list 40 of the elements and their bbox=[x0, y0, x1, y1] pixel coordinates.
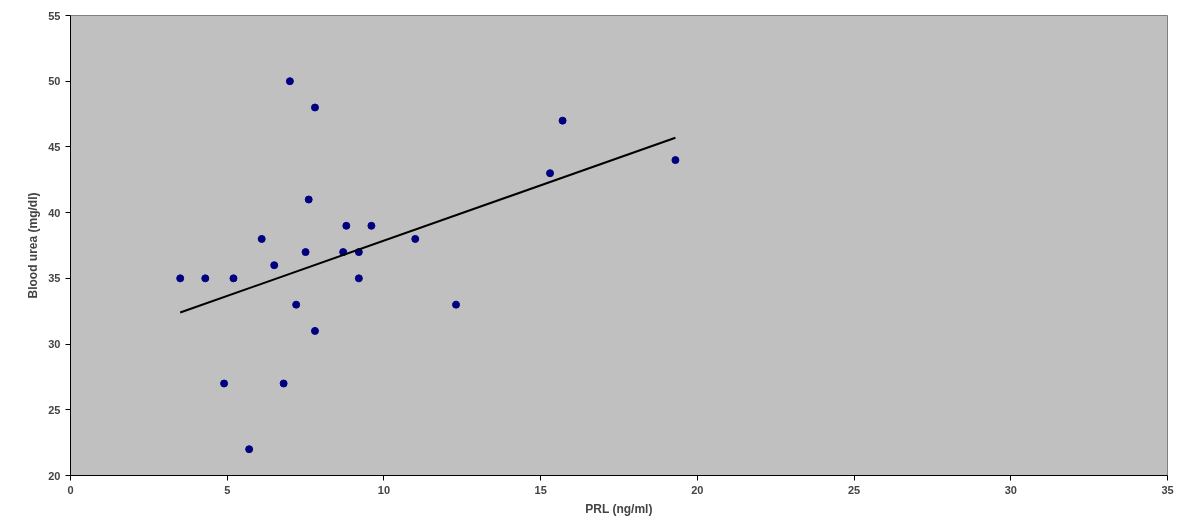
point bbox=[257, 234, 266, 243]
point bbox=[411, 234, 420, 243]
point bbox=[558, 116, 567, 125]
y-tick-label: 40 bbox=[48, 206, 61, 219]
point bbox=[270, 261, 279, 270]
y-tick-label: 20 bbox=[48, 469, 61, 482]
point bbox=[229, 274, 238, 283]
x-axis-title: PRL (ng/ml) bbox=[585, 501, 653, 516]
x-tick-label: 35 bbox=[1161, 483, 1174, 496]
point bbox=[367, 221, 376, 230]
point bbox=[546, 169, 555, 178]
point bbox=[671, 156, 680, 165]
point bbox=[301, 248, 310, 257]
point bbox=[176, 274, 185, 283]
y-tick-label: 50 bbox=[48, 75, 61, 88]
y-tick-label: 25 bbox=[48, 403, 61, 416]
x-tick-label: 15 bbox=[534, 483, 547, 496]
point bbox=[285, 77, 294, 86]
point bbox=[279, 379, 288, 388]
x-tick-label: 0 bbox=[67, 483, 74, 496]
point bbox=[342, 221, 351, 230]
point bbox=[310, 326, 319, 335]
y-tick-label: 30 bbox=[48, 338, 61, 351]
point bbox=[220, 379, 229, 388]
point bbox=[354, 274, 363, 283]
point bbox=[201, 274, 210, 283]
x-tick-label: 30 bbox=[1004, 483, 1017, 496]
y-tick-label: 45 bbox=[48, 140, 61, 153]
x-tick-label: 10 bbox=[377, 483, 391, 496]
x-tick-label: 25 bbox=[847, 483, 861, 496]
y-tick-label: 35 bbox=[48, 272, 61, 285]
point bbox=[310, 103, 319, 112]
point bbox=[304, 195, 313, 204]
point bbox=[452, 300, 461, 309]
x-tick-label: 20 bbox=[691, 483, 704, 496]
point bbox=[292, 300, 301, 309]
x-tick-label: 5 bbox=[224, 483, 231, 496]
point bbox=[245, 445, 254, 454]
y-axis-title: Blood urea (mg/dl) bbox=[26, 192, 41, 299]
y-tick-label: 55 bbox=[48, 9, 61, 22]
